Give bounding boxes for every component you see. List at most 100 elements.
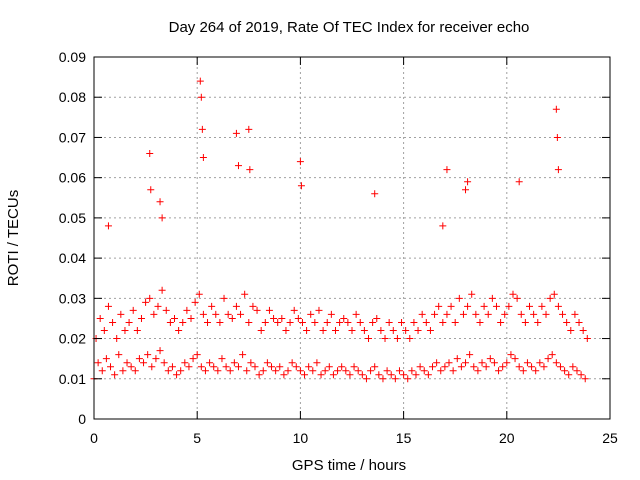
- data-point: [276, 363, 284, 371]
- data-points: [90, 77, 591, 383]
- data-point: [400, 371, 408, 379]
- data-point: [532, 367, 540, 375]
- data-point: [303, 327, 311, 335]
- data-point: [507, 351, 515, 359]
- x-tick-label: 20: [499, 430, 515, 446]
- data-point: [239, 351, 247, 359]
- data-point: [441, 363, 449, 371]
- data-point: [486, 355, 494, 363]
- data-point: [311, 318, 319, 326]
- data-point: [117, 310, 125, 318]
- data-point: [379, 375, 387, 383]
- data-point: [534, 318, 542, 326]
- data-point: [129, 306, 137, 314]
- data-point: [232, 302, 240, 310]
- data-point: [480, 302, 488, 310]
- data-point: [107, 363, 115, 371]
- data-point: [247, 359, 255, 367]
- data-point: [540, 363, 548, 371]
- data-point: [249, 302, 257, 310]
- data-point: [280, 371, 288, 379]
- data-point: [474, 367, 482, 375]
- data-point: [464, 178, 472, 186]
- data-point: [173, 371, 181, 379]
- data-point: [385, 318, 393, 326]
- data-point: [546, 294, 554, 302]
- data-point: [243, 367, 251, 375]
- data-point: [393, 335, 401, 343]
- data-point: [290, 306, 298, 314]
- data-point: [253, 306, 261, 314]
- data-point: [462, 359, 470, 367]
- data-point: [111, 371, 119, 379]
- data-point: [100, 327, 108, 335]
- data-point: [158, 214, 166, 222]
- data-point: [391, 375, 399, 383]
- data-point: [437, 367, 445, 375]
- data-point: [569, 363, 577, 371]
- data-point: [292, 363, 300, 371]
- data-point: [553, 133, 561, 141]
- data-point: [464, 302, 472, 310]
- x-tick-label: 5: [193, 430, 201, 446]
- x-tick-label: 15: [396, 430, 412, 446]
- data-point: [509, 290, 517, 298]
- data-point: [571, 310, 579, 318]
- data-point: [387, 371, 395, 379]
- data-point: [513, 294, 521, 302]
- data-point: [445, 359, 453, 367]
- data-point: [323, 318, 331, 326]
- data-point: [278, 314, 286, 322]
- data-point: [272, 367, 280, 375]
- data-point: [224, 310, 232, 318]
- data-point: [511, 355, 519, 363]
- data-point: [179, 318, 187, 326]
- data-point: [166, 318, 174, 326]
- data-point: [443, 166, 451, 174]
- data-point: [148, 363, 156, 371]
- data-point: [451, 318, 459, 326]
- data-point: [162, 306, 170, 314]
- data-point: [377, 327, 385, 335]
- data-point: [317, 371, 325, 379]
- data-point: [319, 327, 327, 335]
- data-point: [433, 359, 441, 367]
- data-point: [147, 186, 155, 194]
- data-point: [195, 290, 203, 298]
- data-point: [356, 318, 364, 326]
- y-tick-label: 0.09: [59, 49, 86, 65]
- data-point: [414, 327, 422, 335]
- data-point: [439, 318, 447, 326]
- data-point: [274, 318, 282, 326]
- data-point: [517, 310, 525, 318]
- data-point: [160, 359, 168, 367]
- data-point: [395, 367, 403, 375]
- data-point: [286, 318, 294, 326]
- data-point: [321, 367, 329, 375]
- data-point: [175, 327, 183, 335]
- data-point: [259, 367, 267, 375]
- data-point: [515, 363, 523, 371]
- data-point: [501, 310, 509, 318]
- data-point: [131, 367, 139, 375]
- data-point: [354, 367, 362, 375]
- data-point: [435, 302, 443, 310]
- data-point: [189, 355, 197, 363]
- data-point: [150, 310, 158, 318]
- data-point: [284, 367, 292, 375]
- data-point: [102, 355, 110, 363]
- data-point: [462, 186, 470, 194]
- data-point: [199, 310, 207, 318]
- data-point: [177, 367, 185, 375]
- data-point: [298, 318, 306, 326]
- data-point: [406, 335, 414, 343]
- data-point: [482, 363, 490, 371]
- data-point: [121, 327, 129, 335]
- data-point: [371, 363, 379, 371]
- data-point: [476, 318, 484, 326]
- data-point: [168, 363, 176, 371]
- data-point: [544, 355, 552, 363]
- y-tick-label: 0.06: [59, 170, 86, 186]
- data-point: [212, 310, 220, 318]
- y-axis-label: ROTI / TECUs: [5, 190, 22, 286]
